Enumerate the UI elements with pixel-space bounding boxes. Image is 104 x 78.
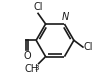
Text: O: O [23, 51, 31, 61]
Text: Cl: Cl [33, 2, 43, 12]
Text: N: N [62, 12, 69, 22]
Text: CH: CH [24, 64, 38, 74]
Text: 3: 3 [35, 65, 39, 71]
Text: Cl: Cl [84, 42, 93, 52]
